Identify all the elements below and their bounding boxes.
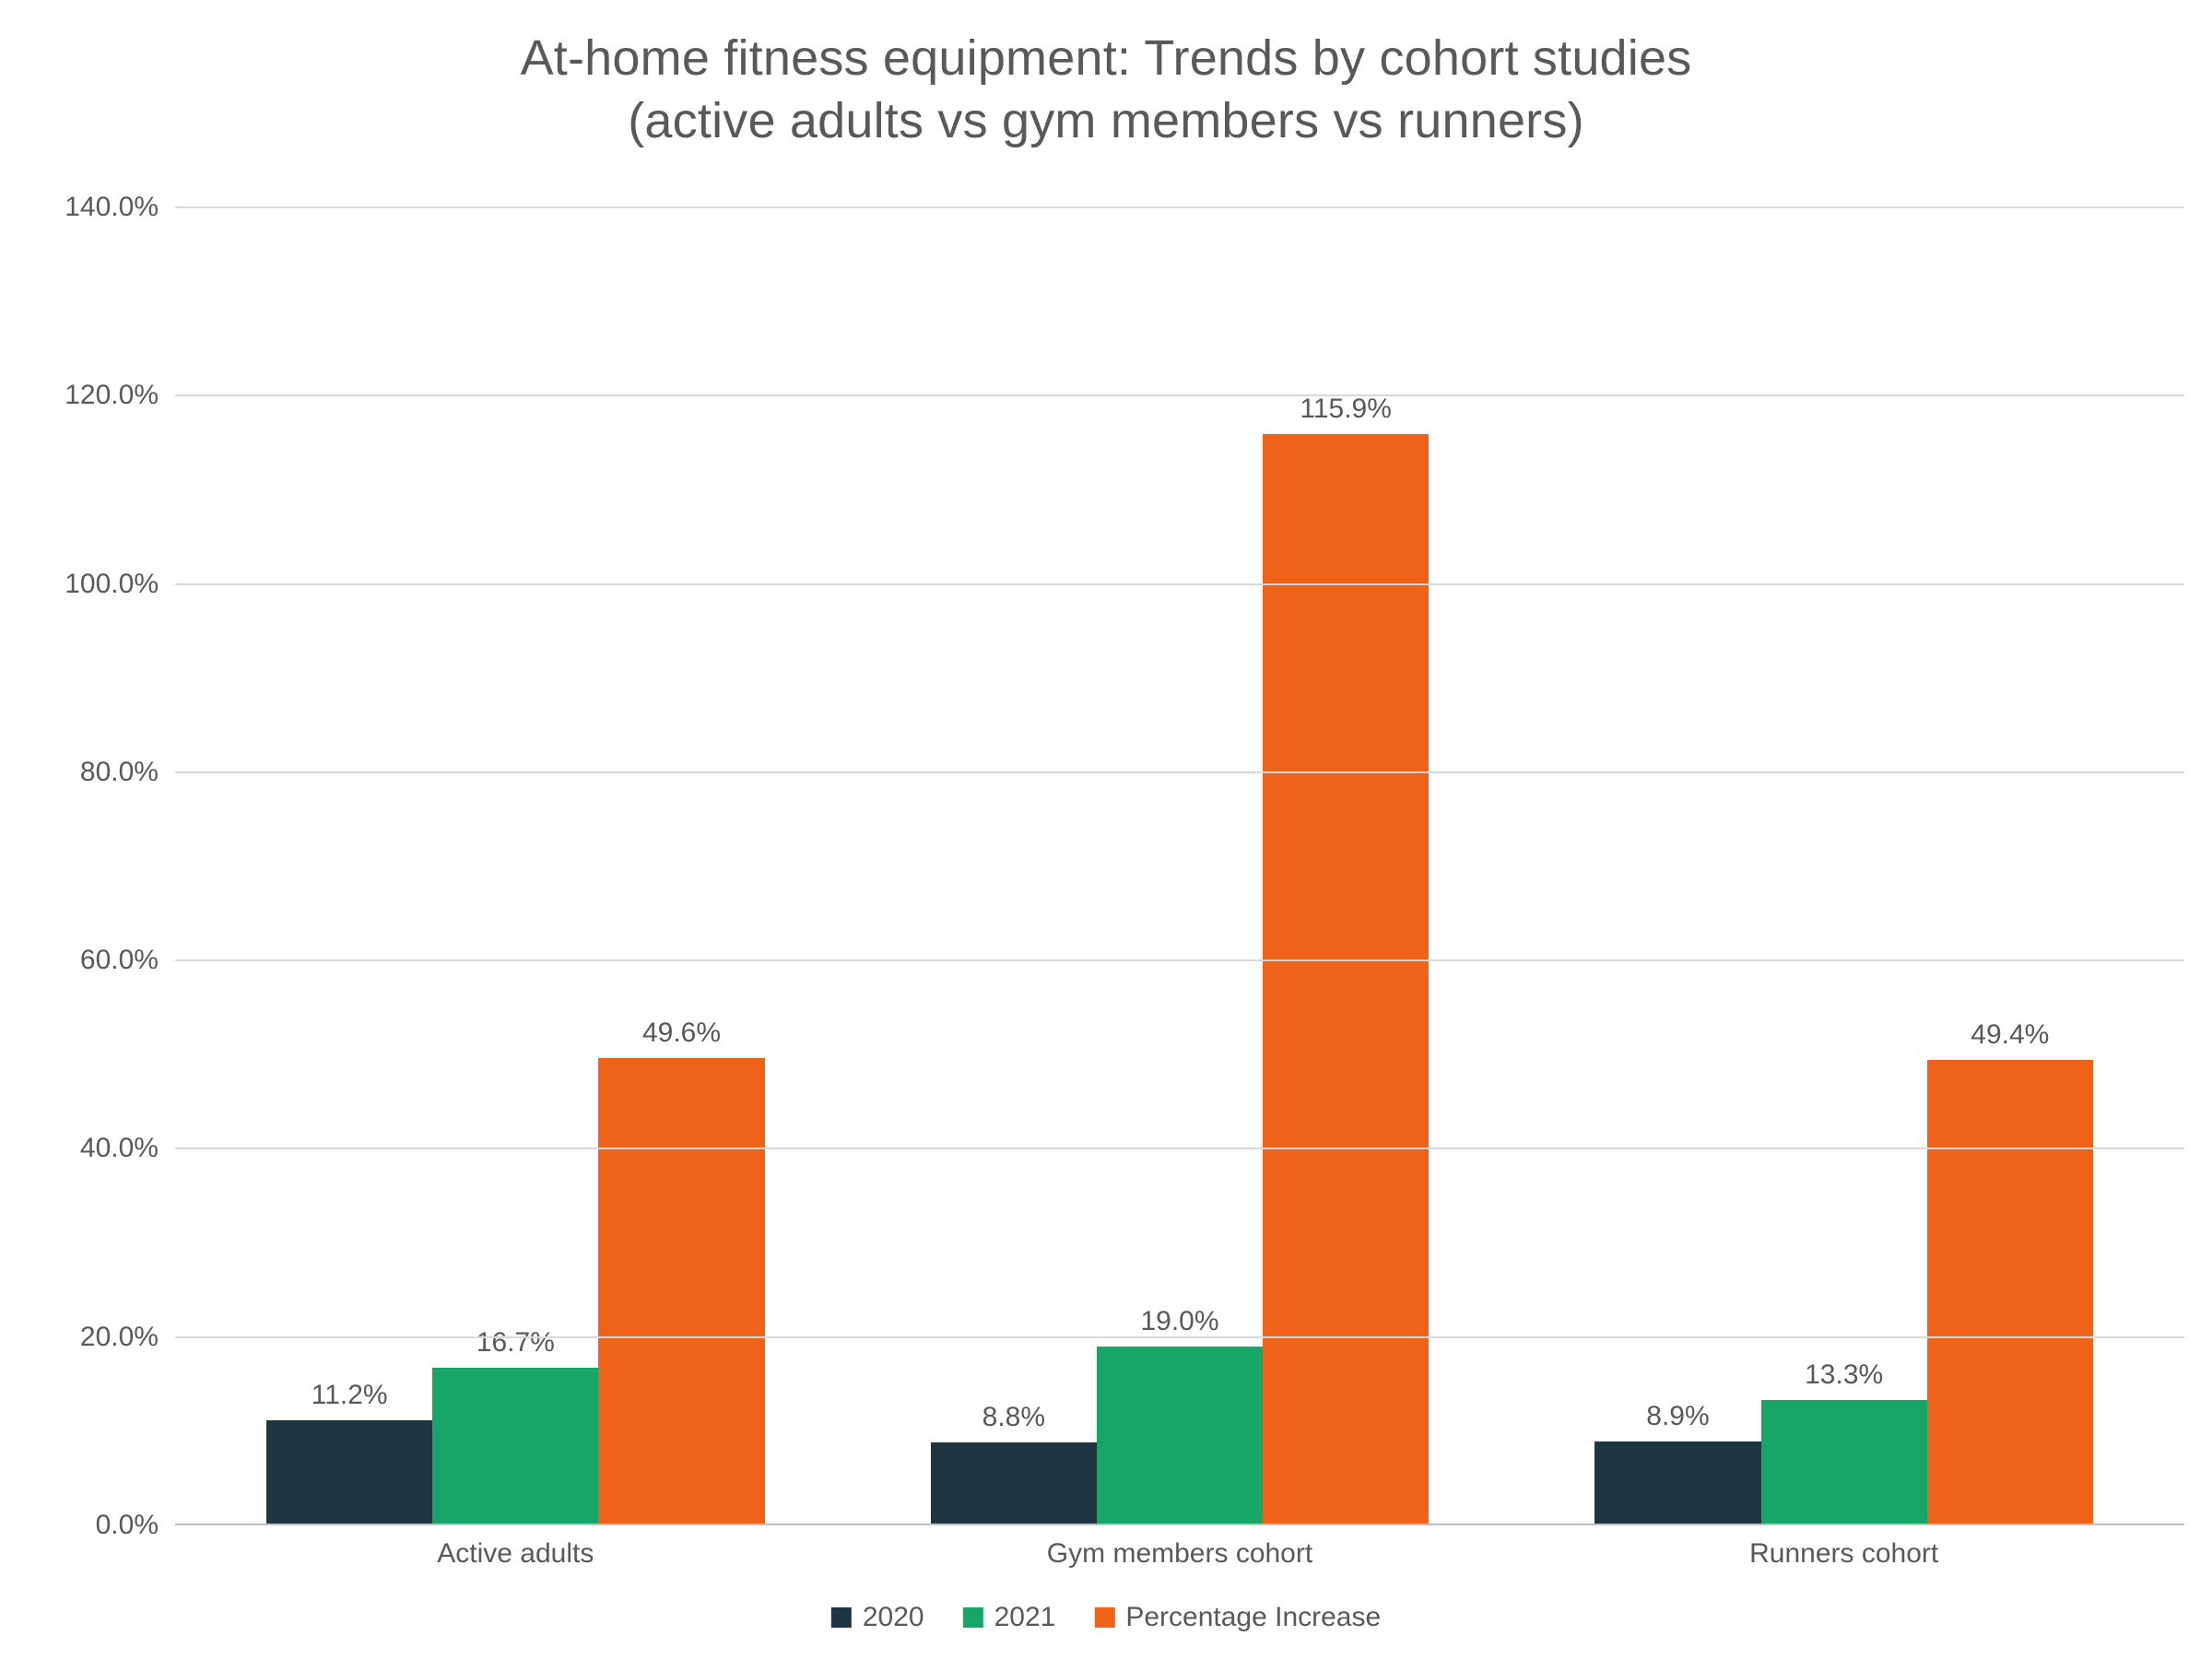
plot-area: 11.2% 16.7% 49.6% 8.8% 19.0% 115.9% 8.9% 13.3% 4… <box>175 207 2184 1525</box>
gridline <box>175 206 2184 208</box>
y-tick-label: 80.0% <box>80 757 175 788</box>
data-label: 49.6% <box>642 1018 721 1049</box>
data-label: 8.8% <box>982 1402 1045 1433</box>
bar <box>1097 1347 1263 1525</box>
y-tick-label: 0.0% <box>96 1510 175 1541</box>
bar <box>1263 434 1429 1525</box>
data-label: 16.7% <box>477 1327 555 1359</box>
legend: 2020 2021 Percentage Increase <box>831 1602 1381 1633</box>
y-tick-label: 60.0% <box>80 945 175 976</box>
bar <box>931 1442 1097 1525</box>
gridline <box>175 1147 2184 1149</box>
bar <box>598 1058 764 1525</box>
y-tick-label: 140.0% <box>65 192 175 223</box>
data-label: 49.4% <box>1971 1019 2049 1051</box>
bar <box>266 1420 432 1525</box>
gridline <box>175 583 2184 585</box>
legend-swatch <box>1094 1607 1114 1628</box>
data-label: 11.2% <box>312 1380 388 1411</box>
x-tick-label: Gym members cohort <box>1047 1525 1312 1570</box>
chart-title: At-home fitness equipment: Trends by coh… <box>0 28 2212 152</box>
data-label: 115.9% <box>1300 394 1392 425</box>
data-label: 8.9% <box>1646 1401 1709 1432</box>
data-label: 19.0% <box>1140 1306 1218 1337</box>
legend-swatch <box>831 1607 852 1628</box>
chart-root: At-home fitness equipment: Trends by coh… <box>0 0 2212 1659</box>
y-tick-label: 100.0% <box>65 569 175 600</box>
legend-label: Percentage Increase <box>1125 1602 1381 1633</box>
bar <box>1761 1400 1927 1525</box>
bars-layer: 11.2% 16.7% 49.6% 8.8% 19.0% 115.9% 8.9% 13.3% 4… <box>175 207 2184 1525</box>
x-axis-line <box>175 1524 2184 1525</box>
y-tick-label: 20.0% <box>80 1322 175 1353</box>
gridline <box>175 1336 2184 1338</box>
legend-label: 2020 <box>863 1602 924 1633</box>
legend-label: 2021 <box>994 1602 1056 1633</box>
bar <box>432 1368 598 1525</box>
gridline <box>175 959 2184 961</box>
legend-swatch <box>963 1607 983 1628</box>
y-tick-label: 120.0% <box>65 380 175 411</box>
data-label: 13.3% <box>1805 1359 1883 1391</box>
legend-item: 2021 <box>963 1602 1056 1633</box>
legend-item: 2020 <box>831 1602 924 1633</box>
gridline <box>175 394 2184 396</box>
x-tick-label: Active adults <box>437 1525 594 1570</box>
gridline <box>175 771 2184 773</box>
x-tick-label: Runners cohort <box>1749 1525 1938 1570</box>
y-tick-label: 40.0% <box>80 1133 175 1164</box>
bar <box>1927 1060 2093 1525</box>
legend-item: Percentage Increase <box>1094 1602 1381 1633</box>
bar <box>1594 1441 1760 1525</box>
